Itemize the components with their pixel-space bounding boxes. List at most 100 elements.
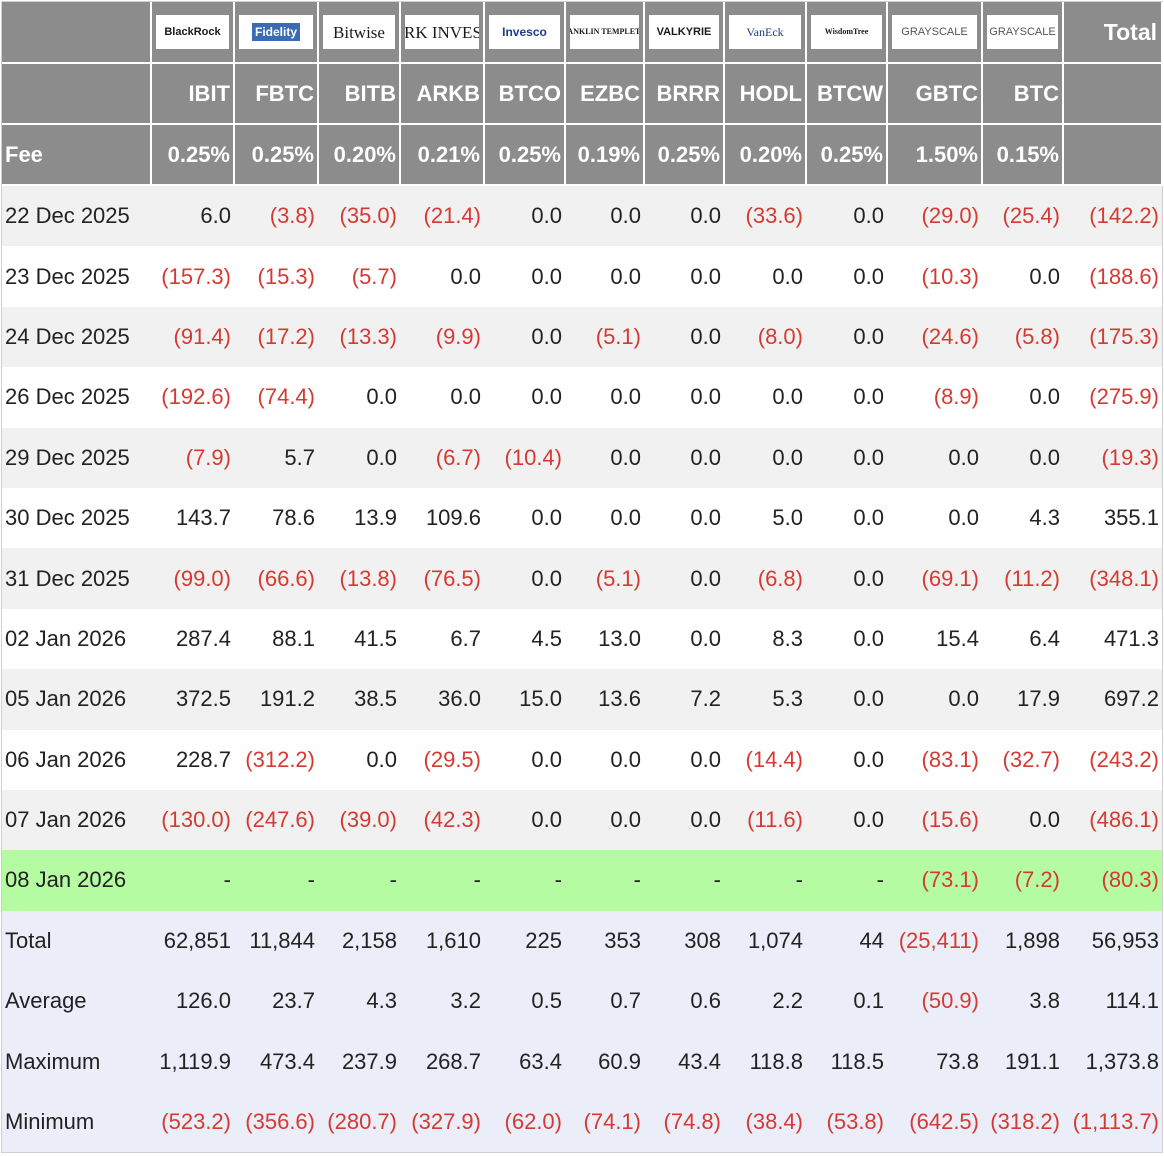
row-label: 29 Dec 2025	[2, 427, 151, 488]
flow-value: 143.7	[151, 487, 234, 549]
issuer-logo: GRAYSCALE	[892, 15, 977, 49]
flow-value: 0.0	[644, 729, 724, 790]
fee-value: 0.15%	[982, 124, 1064, 186]
flow-value: 0.0	[484, 548, 565, 609]
flow-value: 0.0	[400, 367, 484, 428]
flow-value: (29.5)	[400, 729, 484, 790]
flow-value: (83.1)	[887, 729, 982, 790]
flow-value: (50.9)	[887, 971, 982, 1032]
flow-value: (9.9)	[400, 306, 484, 368]
flow-value: (10.4)	[484, 427, 565, 488]
flow-value: 0.0	[644, 306, 724, 368]
flow-value: 0.0	[484, 487, 565, 549]
ticker: BRRR	[644, 63, 725, 125]
logo-cell: VALKYRIE	[644, 2, 725, 64]
flow-value: 15.0	[484, 669, 565, 730]
flow-value: 0.0	[806, 789, 887, 851]
flow-value: 15.4	[887, 608, 982, 670]
flow-value: 62,851	[151, 910, 234, 972]
row-total: (348.1)	[1063, 548, 1162, 609]
flow-row: 08 Jan 2026- - - - - - - - - (73.1) (7.2) (80.3)	[2, 850, 1162, 911]
flow-value: 0.0	[644, 367, 724, 428]
flow-value: (6.7)	[400, 427, 484, 488]
flow-value: (33.6)	[724, 185, 806, 247]
ticker: FBTC	[234, 63, 319, 125]
flow-value: 73.8	[887, 1031, 982, 1092]
fee-value: 0.25%	[806, 124, 888, 186]
flow-value: (74.4)	[234, 367, 318, 428]
flow-value: 0.0	[484, 729, 565, 790]
fee-value: 0.25%	[234, 124, 319, 186]
flow-value: 109.6	[400, 487, 484, 549]
flow-row: 23 Dec 2025 (157.3) (15.3) (5.7) 0.0 0.0 0.0 0.…	[2, 246, 1162, 307]
flow-value: 0.0	[644, 246, 724, 307]
flow-value: 473.4	[234, 1031, 318, 1092]
fee-value: 0.25%	[151, 124, 235, 186]
fee-value: 1.50%	[887, 124, 983, 186]
logo-cell: ARK INVEST	[400, 2, 485, 64]
flow-value: 1,898	[982, 910, 1063, 972]
flow-row: 22 Dec 2025 6.0 (3.8) (35.0) (21.4) 0.0 0.0 0.0…	[2, 185, 1162, 247]
flow-value: 0.0	[806, 548, 887, 609]
flow-row: 29 Dec 2025 (7.9) 5.7 0.0 (6.7) (10.4) 0.0 0.0 0…	[2, 427, 1162, 488]
flow-value: 0.0	[484, 367, 565, 428]
flow-value: 36.0	[400, 669, 484, 730]
flow-value: (32.7)	[982, 729, 1063, 790]
row-label: 31 Dec 2025	[2, 548, 151, 609]
flow-value: (312.2)	[234, 729, 318, 790]
flow-value: 0.0	[644, 427, 724, 488]
flow-value: 0.0	[806, 185, 887, 247]
flow-value: 43.4	[644, 1031, 724, 1092]
flow-value: 1,610	[400, 910, 484, 972]
row-total: (19.3)	[1063, 427, 1162, 488]
flow-value: 0.0	[644, 608, 724, 670]
flow-value: (3.8)	[234, 185, 318, 247]
issuer-name: Fidelity	[251, 23, 300, 41]
flow-value: 17.9	[982, 669, 1063, 730]
logo-cell: Bitwise	[318, 2, 401, 64]
logo-cell: FRANKLIN TEMPLETON	[565, 2, 645, 64]
flow-value: 191.1	[982, 1031, 1063, 1092]
flow-value: 126.0	[151, 971, 234, 1032]
row-total: (275.9)	[1063, 367, 1162, 428]
flow-value: 0.0	[806, 608, 887, 670]
flow-value: (10.3)	[887, 246, 982, 307]
issuer-logo: WisdomTree	[811, 15, 882, 49]
flow-value: 8.3	[724, 608, 806, 670]
row-label: Total	[2, 910, 151, 972]
flow-value: (7.2)	[982, 850, 1063, 911]
fee-label: Fee	[2, 124, 152, 186]
logo-row: BlackRock Fidelity Bitwise ARK INVEST Invesc…	[2, 2, 1163, 64]
ticker: GBTC	[887, 63, 983, 125]
flow-value: (24.6)	[887, 306, 982, 368]
row-label: 02 Jan 2026	[2, 608, 151, 670]
logo-cell: VanEck	[724, 2, 807, 64]
flow-value: 4.3	[982, 487, 1063, 549]
row-total: 56,953	[1063, 910, 1162, 972]
flow-value: 3.8	[982, 971, 1063, 1032]
flow-value: 0.0	[565, 427, 644, 488]
flow-row: 24 Dec 2025 (91.4) (17.2) (13.3) (9.9) 0.0 (5.…	[2, 306, 1162, 368]
ticker: BITB	[318, 63, 401, 125]
blank-cell	[1063, 124, 1163, 186]
issuer-logo: VALKYRIE	[649, 15, 719, 49]
flow-value: (247.6)	[234, 789, 318, 851]
flow-value: (6.8)	[724, 548, 806, 609]
row-total: 114.1	[1063, 971, 1162, 1032]
flow-value: 88.1	[234, 608, 318, 670]
flow-value: 0.0	[887, 487, 982, 549]
flow-value: 0.0	[318, 427, 400, 488]
flow-value: 0.0	[565, 185, 644, 247]
flow-value: 0.0	[806, 669, 887, 730]
flow-value: 6.7	[400, 608, 484, 670]
flow-value: 0.0	[565, 487, 644, 549]
row-total: (175.3)	[1063, 306, 1162, 368]
flow-value: (523.2)	[151, 1091, 234, 1153]
flow-value: 1,119.9	[151, 1031, 234, 1092]
fee-value: 0.20%	[318, 124, 401, 186]
flow-value: 0.0	[484, 246, 565, 307]
issuer-logo: Fidelity	[239, 15, 313, 49]
flow-value: (5.1)	[565, 306, 644, 368]
